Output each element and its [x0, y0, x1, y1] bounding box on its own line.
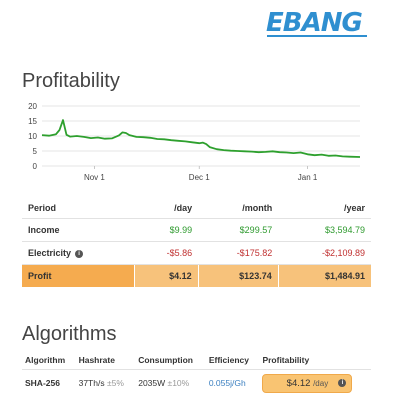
algo-efficiency: 0.055j/Gh	[208, 378, 246, 388]
electricity-row: Electricity i -$5.86 -$175.82 -$2,109.89	[22, 241, 371, 265]
ebang-logo: EBANG	[266, 8, 370, 38]
y-tick-label: 15	[28, 117, 37, 126]
income-row: Income $9.99 $299.57 $3,594.79	[22, 218, 371, 242]
algo-hashrate-var: ±5%	[106, 378, 124, 388]
income-year: $3,594.79	[278, 218, 371, 242]
electricity-year: -$2,109.89	[278, 241, 371, 265]
profit-day: $4.12	[134, 264, 199, 287]
profit-year: $1,484.91	[277, 264, 371, 287]
algo-consumption-var: ±10%	[167, 378, 190, 388]
profit-month: $123.74	[197, 264, 279, 287]
algo-name: SHA-256	[25, 378, 60, 388]
header-efficiency: Efficiency	[205, 350, 260, 370]
header-year: /year	[278, 197, 371, 219]
income-day: $9.99	[134, 218, 199, 242]
algo-header-row: Algorithm Hashrate Consumption Efficienc…	[22, 350, 371, 370]
algo-profit-unit: /day	[313, 378, 329, 388]
header-month: /month	[198, 197, 279, 219]
logo-underline	[267, 35, 367, 37]
chart-grid	[42, 105, 360, 167]
y-tick-label: 5	[33, 147, 38, 156]
header-profitability: Profitability	[259, 350, 371, 370]
profitability-chart: 20 15 10 5 0 Nov 1 Dec 1 Jan 1	[28, 102, 361, 182]
electricity-month: -$175.82	[198, 241, 279, 265]
header-algorithm: Algorithm	[22, 350, 76, 370]
header-hashrate: Hashrate	[75, 350, 136, 370]
electricity-day: -$5.86	[134, 241, 199, 265]
income-month: $299.57	[198, 218, 279, 242]
header-period: Period	[22, 197, 135, 219]
header-consumption: Consumption	[135, 350, 206, 370]
header-day: /day	[134, 197, 199, 219]
algo-hashrate: 37Th/s	[78, 378, 105, 388]
electricity-label: Electricity	[28, 248, 72, 258]
info-icon[interactable]: i	[75, 249, 84, 258]
info-icon[interactable]: i	[338, 378, 347, 387]
income-label: Income	[22, 218, 135, 242]
profitability-title: Profitability	[22, 70, 120, 92]
algo-profit-cell: $4.12 /day i	[259, 370, 371, 397]
profit-row: Profit $4.12 $123.74 $1,484.91	[22, 264, 371, 287]
profitability-table: Period /day /month /year Income $9.99 $2…	[22, 197, 371, 287]
algo-profit-badge[interactable]: $4.12 /day i	[262, 373, 353, 393]
x-tick-label: Dec 1	[189, 173, 210, 182]
electricity-cell: Electricity i	[22, 241, 135, 265]
profitability-series-line	[41, 119, 361, 158]
algorithms-title: Algorithms	[22, 323, 117, 345]
profit-label: Profit	[22, 264, 135, 287]
x-axis-ticks: Nov 1 Dec 1 Jan 1	[84, 166, 318, 182]
y-tick-label: 10	[28, 132, 37, 141]
algo-hashrate-cell: 37Th/s ±5%	[76, 370, 136, 397]
y-axis-ticks: 20 15 10 5 0	[28, 102, 37, 171]
algo-consumption: 2035W	[138, 378, 166, 388]
algo-row: SHA-256 37Th/s ±5% 2035W ±10% 0.055j/Gh …	[22, 370, 371, 397]
y-tick-label: 20	[28, 102, 37, 111]
x-tick-label: Nov 1	[84, 173, 105, 182]
table-header-row: Period /day /month /year	[22, 197, 371, 219]
y-tick-label: 0	[33, 162, 38, 171]
x-tick-label: Jan 1	[298, 173, 318, 182]
algo-profit-value: $4.12	[286, 377, 311, 389]
algorithms-table: Algorithm Hashrate Consumption Efficienc…	[22, 350, 371, 396]
algo-consumption-cell: 2035W ±10%	[135, 370, 206, 397]
logo-text: EBANG	[266, 8, 363, 38]
